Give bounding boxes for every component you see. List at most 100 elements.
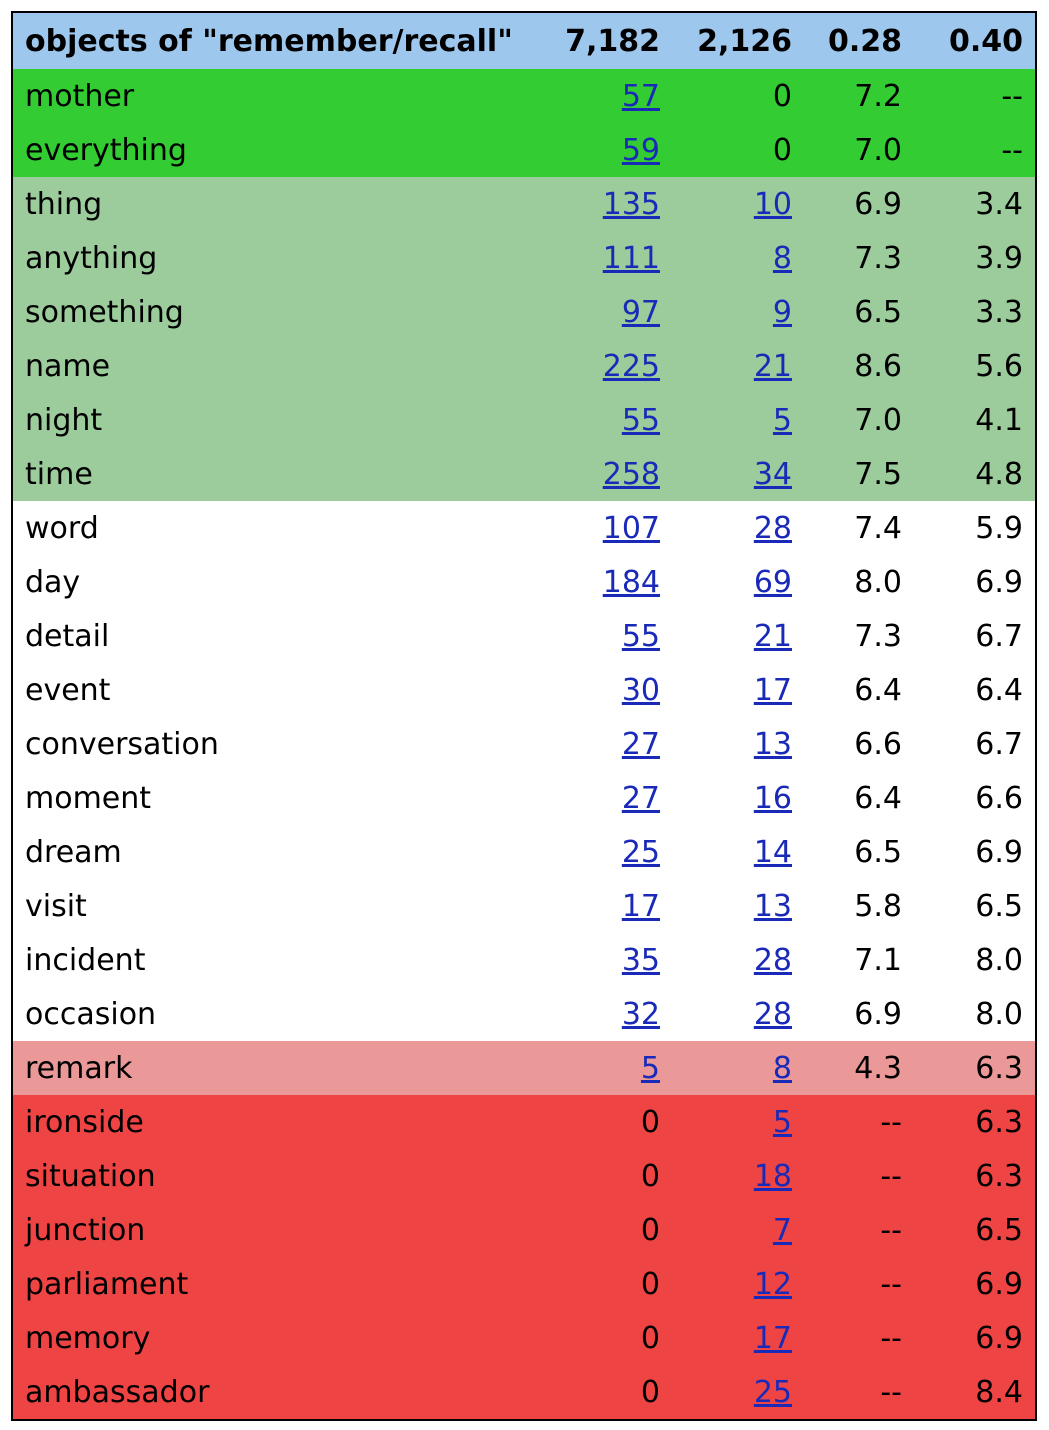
score-value: 6.3	[975, 1104, 1023, 1140]
row-word: parliament	[25, 1266, 189, 1302]
frequency-link[interactable]: 258	[602, 456, 660, 492]
frequency-link[interactable]: 7	[772, 1212, 792, 1248]
frequency-link[interactable]: 107	[602, 510, 660, 546]
freq-cell: 184	[532, 555, 672, 609]
frequency-link[interactable]: 59	[621, 132, 660, 168]
score-value: --	[880, 1320, 902, 1356]
frequency-value: 0	[640, 1158, 660, 1194]
table-row: time 258 34 7.5 4.8	[12, 447, 1036, 501]
freq-cell: 10	[672, 177, 804, 231]
frequency-link[interactable]: 35	[621, 942, 660, 978]
frequency-link[interactable]: 5	[772, 402, 792, 438]
frequency-value: 0	[640, 1104, 660, 1140]
frequency-link[interactable]: 135	[602, 186, 660, 222]
frequency-link[interactable]: 25	[753, 1374, 792, 1410]
frequency-link[interactable]: 30	[621, 672, 660, 708]
freq-cell: 17	[672, 1311, 804, 1365]
row-word: everything	[25, 132, 187, 168]
freq-cell: 16	[672, 771, 804, 825]
freq-cell: 55	[532, 393, 672, 447]
frequency-link[interactable]: 10	[753, 186, 792, 222]
score-value: --	[880, 1266, 902, 1302]
score-value: 6.3	[975, 1158, 1023, 1194]
freq-cell: 25	[532, 825, 672, 879]
frequency-link[interactable]: 17	[753, 1320, 792, 1356]
table-row: mother 57 0 7.2 --	[12, 69, 1036, 123]
score-value: 6.5	[854, 294, 902, 330]
header-label: objects of "remember/recall"	[12, 12, 532, 69]
frequency-link[interactable]: 18	[753, 1158, 792, 1194]
frequency-link[interactable]: 34	[753, 456, 792, 492]
frequency-link[interactable]: 17	[753, 672, 792, 708]
frequency-link[interactable]: 8	[772, 240, 792, 276]
table-body: mother 57 0 7.2 -- everything 59 0 7.0 -- thing 135…	[12, 69, 1036, 1420]
frequency-link[interactable]: 17	[621, 888, 660, 924]
score-value: 6.9	[854, 996, 902, 1032]
row-word: dream	[25, 834, 122, 870]
row-word: night	[25, 402, 103, 438]
row-word: word	[25, 510, 99, 546]
frequency-link[interactable]: 111	[602, 240, 660, 276]
freq-cell: 258	[532, 447, 672, 501]
row-word: remark	[25, 1050, 133, 1086]
frequency-link[interactable]: 21	[753, 618, 792, 654]
frequency-link[interactable]: 55	[621, 618, 660, 654]
score-value: 6.6	[854, 726, 902, 762]
row-word: ambassador	[25, 1374, 210, 1410]
score-value: --	[880, 1212, 902, 1248]
freq-cell: 17	[672, 663, 804, 717]
row-word: memory	[25, 1320, 151, 1356]
score-value: 6.7	[975, 726, 1023, 762]
frequency-link[interactable]: 55	[621, 402, 660, 438]
freq-cell: 5	[532, 1041, 672, 1095]
score-value: 7.0	[854, 132, 902, 168]
freq-cell: 5	[672, 1095, 804, 1149]
table-row: everything 59 0 7.0 --	[12, 123, 1036, 177]
frequency-link[interactable]: 13	[753, 888, 792, 924]
frequency-link[interactable]: 57	[621, 78, 660, 114]
row-word: moment	[25, 780, 152, 816]
table-row: parliament 0 12 -- 6.9	[12, 1257, 1036, 1311]
freq-cell: 27	[532, 771, 672, 825]
frequency-link[interactable]: 97	[621, 294, 660, 330]
freq-cell: 28	[672, 987, 804, 1041]
row-word: something	[25, 294, 184, 330]
table-row: ironside 0 5 -- 6.3	[12, 1095, 1036, 1149]
frequency-link[interactable]: 32	[621, 996, 660, 1032]
table-row: situation 0 18 -- 6.3	[12, 1149, 1036, 1203]
freq-cell: 13	[672, 717, 804, 771]
row-word: name	[25, 348, 111, 384]
row-word: occasion	[25, 996, 157, 1032]
table-row: conversation 27 13 6.6 6.7	[12, 717, 1036, 771]
freq-cell: 97	[532, 285, 672, 339]
frequency-link[interactable]: 14	[753, 834, 792, 870]
frequency-link[interactable]: 28	[753, 510, 792, 546]
frequency-link[interactable]: 27	[621, 780, 660, 816]
frequency-link[interactable]: 5	[640, 1050, 660, 1086]
table-header-row: objects of "remember/recall" 7,182 2,126…	[12, 12, 1036, 69]
row-word: detail	[25, 618, 110, 654]
score-value: 6.9	[975, 564, 1023, 600]
frequency-link[interactable]: 8	[772, 1050, 792, 1086]
frequency-link[interactable]: 9	[772, 294, 792, 330]
score-value: 6.4	[854, 672, 902, 708]
frequency-link[interactable]: 5	[772, 1104, 792, 1140]
frequency-link[interactable]: 28	[753, 942, 792, 978]
score-value: 6.5	[854, 834, 902, 870]
score-value: 6.4	[975, 672, 1023, 708]
row-word: time	[25, 456, 93, 492]
frequency-link[interactable]: 28	[753, 996, 792, 1032]
frequency-link[interactable]: 25	[621, 834, 660, 870]
frequency-link[interactable]: 27	[621, 726, 660, 762]
frequency-link[interactable]: 69	[753, 564, 792, 600]
score-value: 6.9	[854, 186, 902, 222]
freq-cell: 14	[672, 825, 804, 879]
frequency-link[interactable]: 225	[602, 348, 660, 384]
table-row: thing 135 10 6.9 3.4	[12, 177, 1036, 231]
frequency-link[interactable]: 16	[753, 780, 792, 816]
frequency-link[interactable]: 13	[753, 726, 792, 762]
frequency-link[interactable]: 12	[753, 1266, 792, 1302]
frequency-link[interactable]: 21	[753, 348, 792, 384]
score-value: 7.5	[854, 456, 902, 492]
frequency-link[interactable]: 184	[602, 564, 660, 600]
